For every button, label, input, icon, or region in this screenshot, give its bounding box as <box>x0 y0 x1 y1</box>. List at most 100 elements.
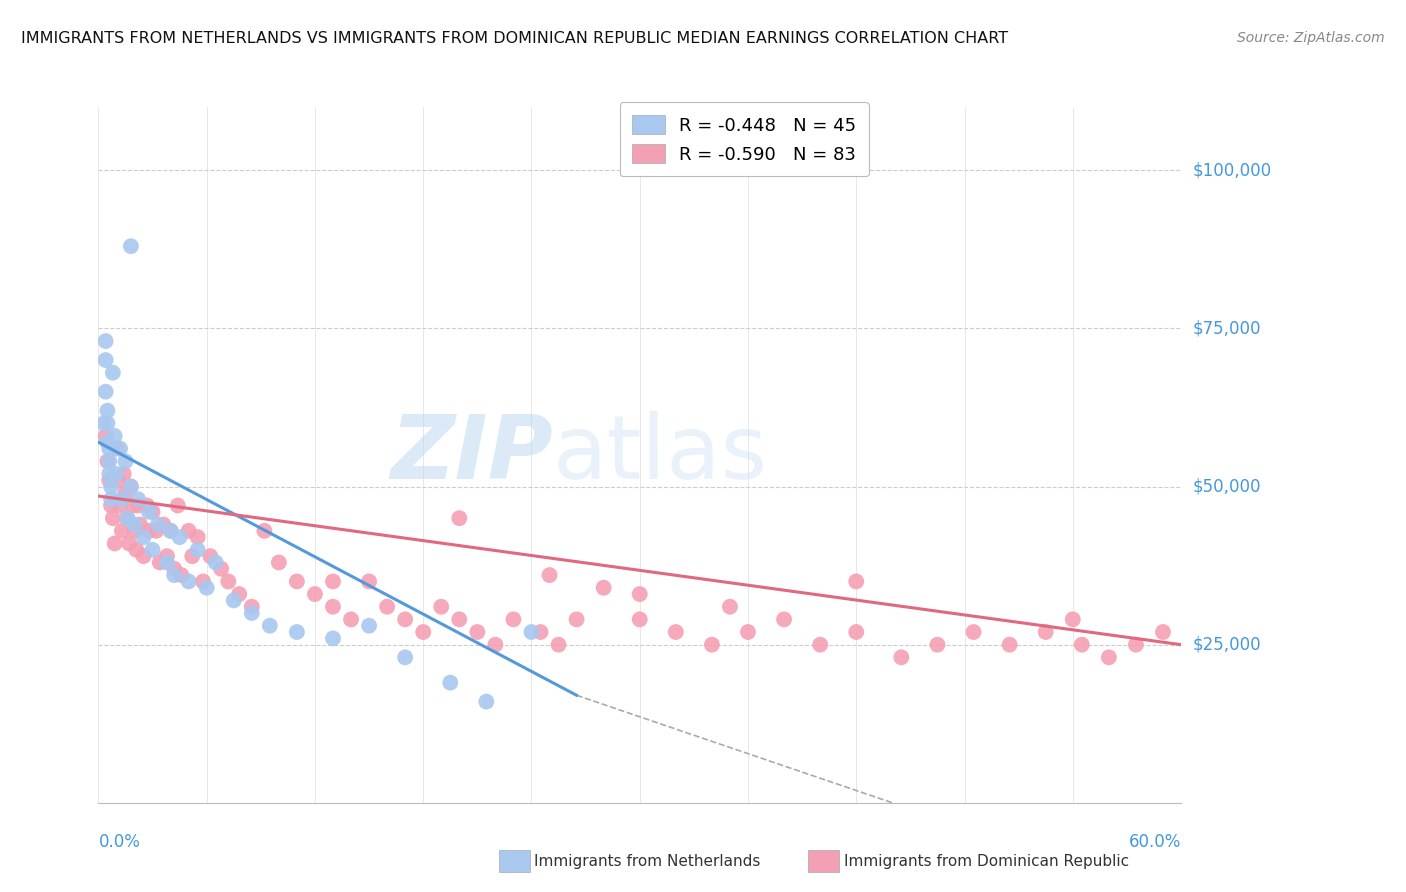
Point <box>132 530 155 544</box>
Point <box>187 542 209 557</box>
Point <box>156 549 179 563</box>
Point <box>1098 650 1121 665</box>
Point <box>94 429 117 443</box>
Point <box>96 403 118 417</box>
Text: 60.0%: 60.0% <box>1129 833 1181 851</box>
Point <box>100 499 122 513</box>
Point <box>322 632 344 646</box>
Point <box>159 524 181 538</box>
Point <box>114 486 136 500</box>
Point <box>124 524 146 538</box>
Point <box>121 499 143 513</box>
Point <box>285 574 308 589</box>
Point <box>665 625 688 640</box>
Point <box>520 625 543 640</box>
Point <box>96 417 118 431</box>
Point <box>565 612 588 626</box>
Point <box>475 695 498 709</box>
Point <box>209 562 232 576</box>
Point <box>439 675 461 690</box>
Point <box>394 612 416 626</box>
Point <box>108 442 131 456</box>
Point <box>547 638 569 652</box>
Point <box>304 587 326 601</box>
Point <box>322 574 344 589</box>
Point <box>267 556 290 570</box>
Point <box>253 524 276 538</box>
Point <box>773 612 796 626</box>
Point <box>484 638 506 652</box>
Point <box>94 353 117 368</box>
Point <box>117 511 139 525</box>
Point <box>845 574 868 589</box>
Point <box>120 239 142 253</box>
Point <box>112 467 135 481</box>
Point <box>169 530 191 544</box>
Text: Immigrants from Dominican Republic: Immigrants from Dominican Republic <box>844 855 1129 869</box>
Point <box>127 499 149 513</box>
Point <box>104 429 127 443</box>
Point <box>138 524 160 538</box>
Point <box>285 625 308 640</box>
Point <box>98 473 121 487</box>
Point <box>222 593 245 607</box>
Y-axis label: Median Earnings: Median Earnings <box>0 392 7 518</box>
Point <box>962 625 984 640</box>
Point <box>94 334 117 348</box>
Point <box>104 536 127 550</box>
Point <box>191 574 214 589</box>
Point <box>125 542 148 557</box>
Text: $100,000: $100,000 <box>1192 161 1271 179</box>
Point <box>163 568 186 582</box>
Point <box>240 606 263 620</box>
Point <box>1062 612 1084 626</box>
Point <box>177 524 200 538</box>
Text: Immigrants from Netherlands: Immigrants from Netherlands <box>534 855 761 869</box>
Point <box>93 417 115 431</box>
Text: $25,000: $25,000 <box>1192 636 1261 654</box>
Point <box>718 599 741 614</box>
Point <box>136 499 159 513</box>
Point <box>340 612 363 626</box>
Point <box>998 638 1021 652</box>
Text: ZIP: ZIP <box>391 411 553 499</box>
Point <box>1152 625 1174 640</box>
Point <box>105 467 128 481</box>
Text: 0.0%: 0.0% <box>98 833 141 851</box>
Point <box>1125 638 1147 652</box>
Point <box>394 650 416 665</box>
Point <box>628 612 651 626</box>
Point <box>152 517 174 532</box>
Point <box>240 599 263 614</box>
Point <box>120 479 142 493</box>
Point <box>181 549 204 563</box>
Point <box>195 581 218 595</box>
Point <box>845 625 868 640</box>
Point <box>159 524 181 538</box>
Point <box>98 467 121 481</box>
Point <box>111 524 134 538</box>
Point <box>100 492 122 507</box>
Point <box>700 638 723 652</box>
Point <box>359 574 381 589</box>
Point <box>375 599 398 614</box>
Point <box>94 384 117 399</box>
Point <box>1035 625 1057 640</box>
Point <box>177 574 200 589</box>
Point <box>927 638 949 652</box>
Point <box>96 435 118 450</box>
Point <box>166 499 188 513</box>
Point <box>592 581 614 595</box>
Point <box>129 517 152 532</box>
Point <box>228 587 250 601</box>
Text: Source: ZipAtlas.com: Source: ZipAtlas.com <box>1237 31 1385 45</box>
Point <box>98 442 121 456</box>
Point <box>430 599 453 614</box>
Point <box>187 530 209 544</box>
Point <box>105 442 128 456</box>
Point <box>124 517 146 532</box>
Point <box>449 612 471 626</box>
Point <box>1070 638 1092 652</box>
Text: $50,000: $50,000 <box>1192 477 1261 496</box>
Point <box>101 511 124 525</box>
